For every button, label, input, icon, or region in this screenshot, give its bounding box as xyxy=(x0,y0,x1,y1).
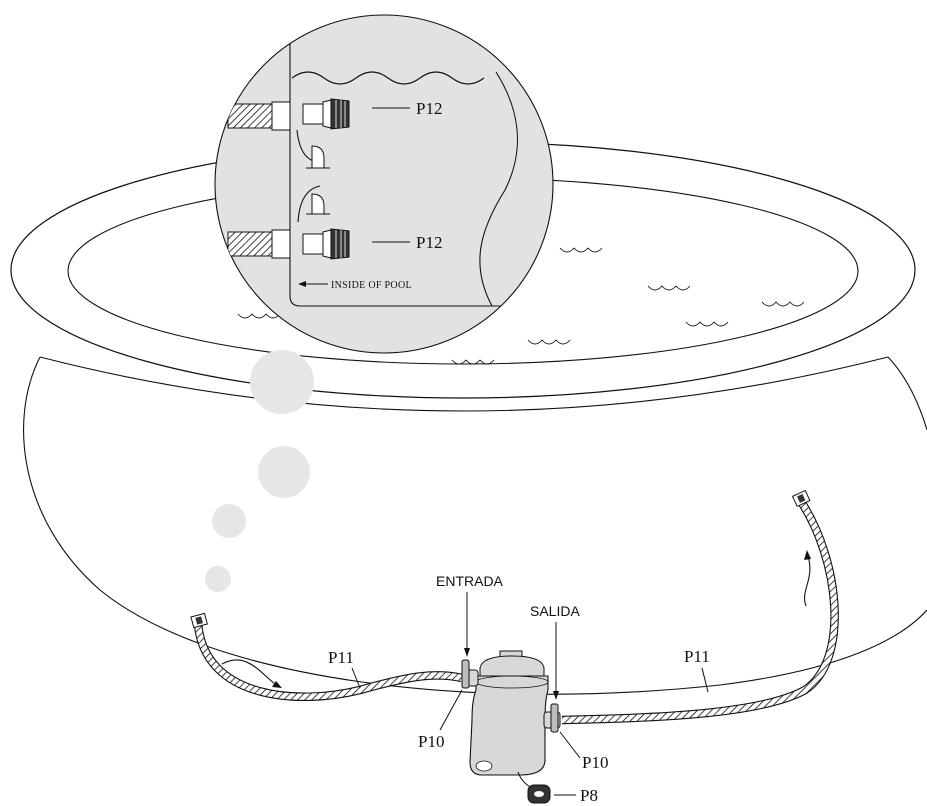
label-p10-right: P10 xyxy=(582,753,608,772)
label-salida: SALIDA xyxy=(530,603,580,619)
hose-right xyxy=(561,489,839,725)
label-p12-bottom: P12 xyxy=(416,233,442,252)
label-entrada: ENTRADA xyxy=(436,573,504,589)
inset-top-port xyxy=(227,98,350,169)
label-p8: P8 xyxy=(580,786,598,805)
clamp-left xyxy=(461,659,470,689)
zoom-bubble xyxy=(205,566,231,592)
inset-circle xyxy=(214,14,554,354)
label-p12-top: P12 xyxy=(416,99,442,118)
filter-pump xyxy=(461,650,561,804)
zoom-bubble xyxy=(212,504,246,538)
pool-ring-seam xyxy=(39,356,889,412)
inset-pool-wall xyxy=(289,40,553,307)
flow-arrows xyxy=(221,550,811,688)
zoom-bubble xyxy=(250,350,314,414)
inset-detail: P12 P12 INSIDE OF POOL xyxy=(214,14,554,354)
water-ripples xyxy=(237,247,805,365)
pool-body-wall xyxy=(23,356,927,695)
inset-bottom-port xyxy=(227,185,350,260)
pump-body xyxy=(469,675,549,776)
label-p11-right: P11 xyxy=(684,647,710,666)
label-p11-left: P11 xyxy=(328,648,354,667)
label-inside-of-pool: INSIDE OF POOL xyxy=(331,280,412,291)
label-p10-left: P10 xyxy=(418,732,444,751)
clamp-right xyxy=(550,703,559,733)
zoom-bubbles xyxy=(205,350,314,592)
flow-arrow-out xyxy=(804,555,811,607)
flow-arrow-in xyxy=(221,659,279,687)
inset-cutaway-edge xyxy=(479,71,518,307)
inset-water-surface xyxy=(291,71,485,85)
labels: ENTRADA SALIDA P11 P11 P10 P10 P8 xyxy=(328,573,710,805)
hose-left xyxy=(190,612,463,701)
zoom-bubble xyxy=(258,446,310,498)
